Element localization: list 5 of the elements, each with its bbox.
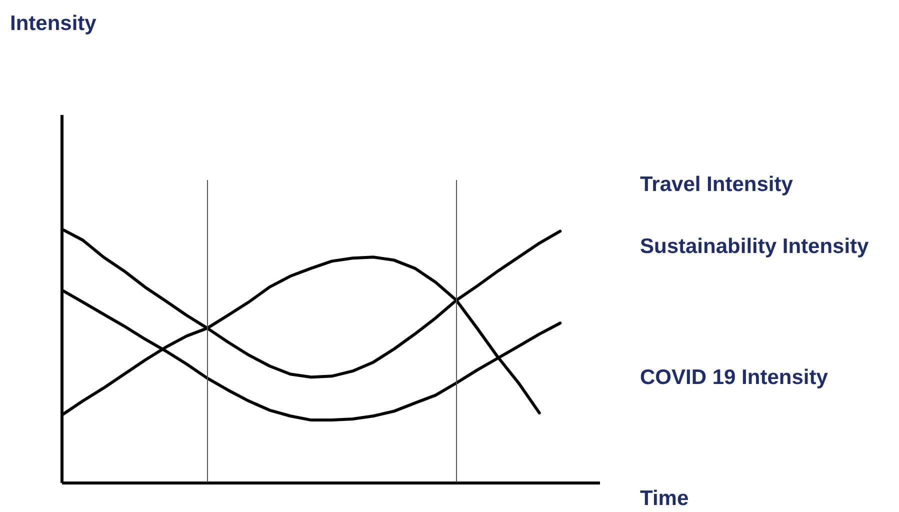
text: COVID 19 Intensity (640, 366, 828, 390)
text: Travel Intensity (640, 173, 793, 197)
text: Intensity (10, 12, 96, 36)
x-axis-title: Time (640, 487, 689, 511)
text: Sustainability Intensity (640, 235, 869, 259)
